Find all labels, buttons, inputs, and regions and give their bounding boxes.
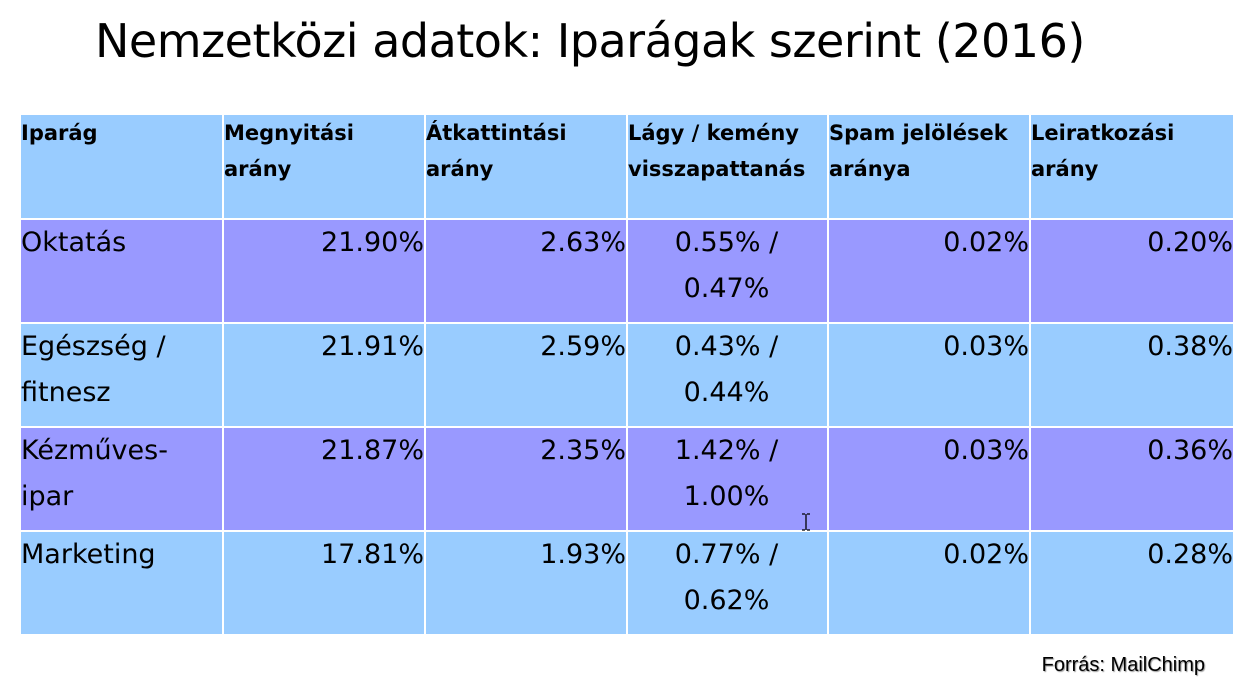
header-cell-spam-rate: Spam jelölések aránya [827, 115, 1029, 218]
bounce-hard: 0.62% [683, 585, 770, 616]
bounce-cell: 1.42% / 1.00% [626, 426, 827, 530]
click-rate-cell: 2.35% [424, 426, 626, 530]
header-line: visszapattanás [628, 157, 806, 181]
industry-cell: Oktatás [21, 218, 222, 322]
header-line: arány [426, 157, 494, 181]
header-line: Spam jelölések [829, 121, 1008, 145]
bounce-hard: 0.44% [683, 377, 770, 408]
header-line: Lágy / kemény [628, 121, 799, 145]
header-line: Megnyitási [224, 121, 354, 145]
header-line: Átkattintási [426, 121, 567, 145]
header-cell-unsubscribe-rate: Leiratkozási arány [1029, 115, 1233, 218]
header-line: arány [224, 157, 292, 181]
unsubscribe-rate-cell: 0.36% [1029, 426, 1233, 530]
open-rate-cell: 21.90% [222, 218, 424, 322]
industry-cell: Egészség / fitnesz [21, 322, 222, 426]
page-title: Nemzetközi adatok: Iparágak szerint (201… [95, 14, 1085, 68]
source-caption: Forrás: MailChimp [1041, 654, 1205, 676]
industry-line: Kézműves- [21, 435, 168, 466]
table-row: Marketing 17.81% 1.93% 0.77% / 0.62% 0.0… [21, 530, 1233, 634]
bounce-soft: 0.43% / [674, 331, 779, 362]
industry-line: Oktatás [21, 227, 127, 258]
header-line: Leiratkozási [1031, 121, 1175, 145]
header-cell-industry: Iparág [21, 115, 222, 218]
open-rate-cell: 21.87% [222, 426, 424, 530]
bounce-soft: 1.42% / [674, 435, 779, 466]
table-header-row: Iparág Megnyitási arány Átkattintási ará… [21, 115, 1233, 218]
spam-rate-cell: 0.02% [827, 218, 1029, 322]
industry-line: Marketing [21, 539, 156, 570]
click-rate-cell: 2.59% [424, 322, 626, 426]
header-line: Iparág [21, 121, 98, 145]
table-row: Egészség / fitnesz 21.91% 2.59% 0.43% / … [21, 322, 1233, 426]
bounce-cell: 0.77% / 0.62% [626, 530, 827, 634]
industry-line: fitnesz [21, 377, 111, 408]
open-rate-cell: 21.91% [222, 322, 424, 426]
bounce-soft: 0.77% / [674, 539, 779, 570]
industry-line: Egészség / [21, 331, 166, 362]
spam-rate-cell: 0.03% [827, 426, 1029, 530]
text-cursor-icon [801, 513, 811, 531]
spam-rate-cell: 0.03% [827, 322, 1029, 426]
industry-line: ipar [21, 481, 74, 512]
bounce-soft: 0.55% / [674, 227, 779, 258]
unsubscribe-rate-cell: 0.38% [1029, 322, 1233, 426]
table-row: Oktatás 21.90% 2.63% 0.55% / 0.47% 0.02%… [21, 218, 1233, 322]
spam-rate-cell: 0.02% [827, 530, 1029, 634]
click-rate-cell: 1.93% [424, 530, 626, 634]
header-line: arány [1031, 157, 1099, 181]
unsubscribe-rate-cell: 0.28% [1029, 530, 1233, 634]
bounce-hard: 0.47% [683, 273, 770, 304]
bounce-hard: 1.00% [683, 481, 770, 512]
bounce-cell: 0.43% / 0.44% [626, 322, 827, 426]
unsubscribe-rate-cell: 0.20% [1029, 218, 1233, 322]
header-cell-click-rate: Átkattintási arány [424, 115, 626, 218]
industry-cell: Kézműves- ipar [21, 426, 222, 530]
open-rate-cell: 17.81% [222, 530, 424, 634]
industry-stats-table: Iparág Megnyitási arány Átkattintási ará… [21, 115, 1233, 634]
header-line: aránya [829, 157, 911, 181]
table-row: Kézműves- ipar 21.87% 2.35% 1.42% / 1.00… [21, 426, 1233, 530]
click-rate-cell: 2.63% [424, 218, 626, 322]
header-cell-open-rate: Megnyitási arány [222, 115, 424, 218]
bounce-cell: 0.55% / 0.47% [626, 218, 827, 322]
industry-cell: Marketing [21, 530, 222, 634]
header-cell-bounce: Lágy / kemény visszapattanás [626, 115, 827, 218]
